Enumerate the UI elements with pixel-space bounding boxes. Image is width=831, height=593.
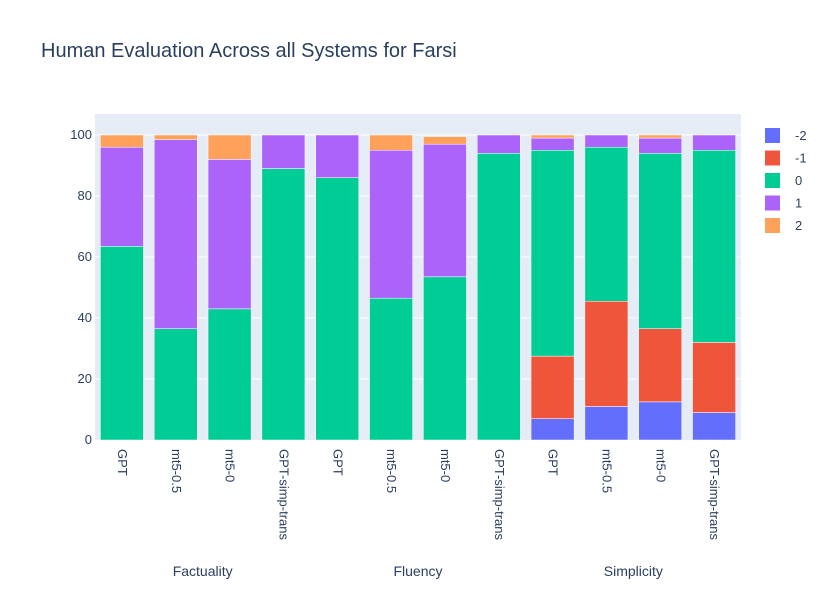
- y-tick-label: 40: [78, 310, 92, 325]
- x-tick-label: GPT-simp-trans: [492, 449, 507, 541]
- legend-label: 1: [795, 196, 802, 211]
- bar-segment: [207, 308, 252, 441]
- group-label: Factuality: [173, 563, 233, 579]
- legend-swatch: [765, 218, 780, 233]
- bar-segment: [638, 137, 683, 154]
- legend-swatch: [765, 195, 780, 211]
- bar-segment: [584, 146, 629, 302]
- bar-segment: [423, 276, 467, 441]
- bar-segment: [261, 168, 306, 441]
- bar-segment: [369, 297, 413, 441]
- bar-segment: [692, 134, 736, 151]
- legend-label: 0: [795, 173, 802, 188]
- bar-segment: [369, 150, 413, 299]
- bar-segment: [584, 134, 629, 148]
- x-tick-label: mt5-0: [438, 449, 453, 482]
- bar-segment: [692, 150, 736, 343]
- bar-segment: [100, 246, 144, 441]
- legend-label: -1: [795, 151, 807, 166]
- bar-segment: [153, 328, 198, 441]
- legend-label: -2: [795, 128, 807, 143]
- bar-segment: [315, 177, 360, 441]
- x-tick-label: GPT: [330, 449, 345, 476]
- legend-label: 2: [795, 218, 802, 233]
- y-tick-label: 60: [78, 249, 92, 264]
- bar-segment: [638, 134, 683, 139]
- bar-segment: [153, 134, 198, 140]
- bar-segment: [315, 134, 360, 178]
- x-tick-label: GPT: [546, 449, 561, 476]
- legend-swatch: [765, 128, 780, 143]
- bar-segment: [207, 159, 252, 310]
- bar-segment: [638, 328, 683, 403]
- bar-segment: [530, 418, 575, 441]
- bar-segment: [100, 134, 144, 148]
- x-tick-label: mt5-0: [653, 449, 668, 482]
- plot-background: [95, 114, 741, 440]
- legend-swatch: [765, 173, 780, 188]
- x-tick-label: mt5-0.5: [599, 449, 614, 493]
- bar-segment: [530, 150, 575, 357]
- bar-segment: [476, 153, 521, 441]
- bar-segment: [530, 134, 575, 139]
- bar-segment: [261, 134, 306, 169]
- bar-segment: [530, 355, 575, 419]
- y-tick-label: 0: [85, 432, 92, 447]
- bar-segment: [584, 300, 629, 407]
- x-tick-label: GPT: [115, 449, 130, 476]
- bar-segment: [584, 406, 629, 441]
- y-tick-label: 80: [78, 188, 92, 203]
- group-label: Simplicity: [604, 563, 663, 579]
- bar-segment: [423, 143, 467, 278]
- bar-segment: [100, 146, 144, 247]
- x-tick-label: mt5-0: [223, 449, 238, 482]
- chart-title: Human Evaluation Across all Systems for …: [41, 40, 457, 62]
- bar-segment: [692, 342, 736, 413]
- bar-segment: [530, 137, 575, 151]
- x-tick-label: mt5-0.5: [384, 449, 399, 493]
- y-tick-label: 20: [78, 371, 92, 386]
- legend-swatch: [765, 150, 780, 166]
- bar-segment: [476, 134, 521, 154]
- x-tick-label: GPT-simp-trans: [707, 449, 722, 541]
- x-tick-label: mt5-0.5: [169, 449, 184, 493]
- bar-segment: [423, 136, 467, 145]
- bar-segment: [369, 134, 413, 151]
- bar-segment: [207, 134, 252, 160]
- group-label: Fluency: [393, 563, 442, 579]
- bar-segment: [638, 153, 683, 329]
- x-tick-label: GPT-simp-trans: [276, 449, 291, 541]
- bar-segment: [153, 139, 198, 329]
- bar-segment: [638, 401, 683, 441]
- bar-segment: [692, 412, 736, 441]
- y-tick-label: 100: [70, 127, 92, 142]
